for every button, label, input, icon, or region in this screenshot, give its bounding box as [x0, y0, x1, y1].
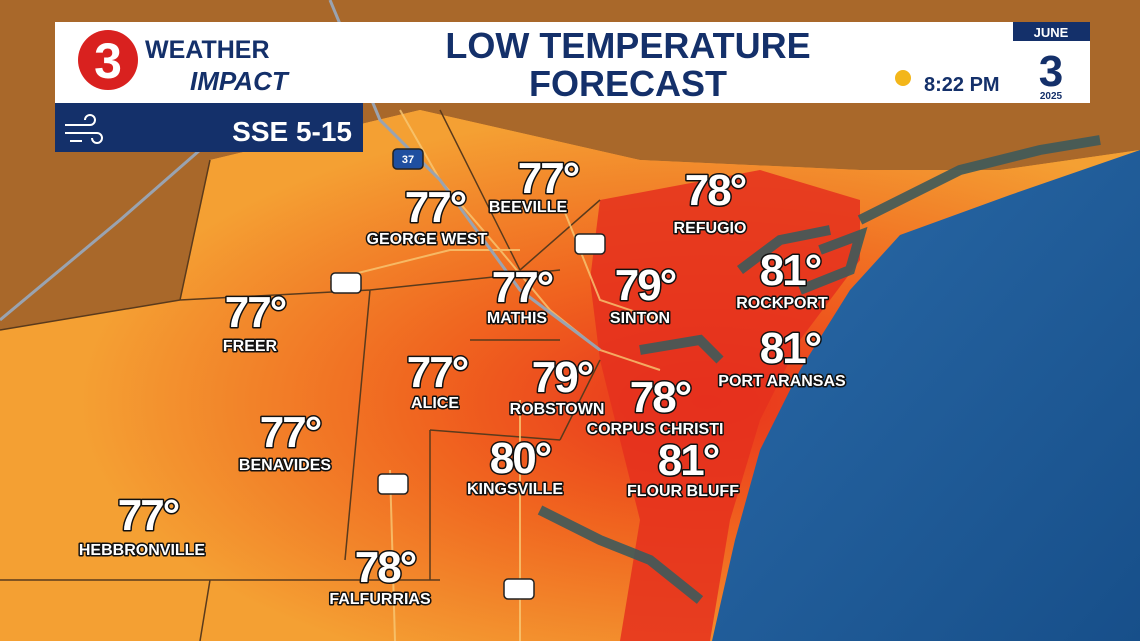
highway-number: 77: [513, 584, 525, 596]
city-temperature: 79°: [615, 261, 676, 310]
city-name: CORPUS CHRISTI: [587, 421, 724, 438]
date-month: JUNE: [1034, 25, 1069, 40]
gulf: [712, 150, 1140, 641]
title-line2: FORECAST: [529, 63, 727, 104]
city-temperature: 77°: [407, 348, 468, 397]
sun-icon: [895, 70, 911, 86]
city-name: PORT ARANSAS: [718, 373, 846, 390]
logo-line2: IMPACT: [190, 66, 290, 96]
city-name: HEBBRONVILLE: [79, 542, 206, 559]
time: 8:22 PM: [924, 74, 1000, 96]
city-name: KINGSVILLE: [467, 481, 563, 498]
highway-shield: [503, 578, 535, 600]
city-name: MATHIS: [487, 310, 547, 327]
city-temperature: 77°: [405, 183, 466, 232]
city-name: BEEVILLE: [489, 199, 568, 216]
city-temperature: 77°: [518, 154, 579, 203]
city-temperature: 77°: [260, 408, 321, 457]
city-temperature: 78°: [685, 166, 746, 215]
header-bar: [55, 22, 1090, 103]
logo-line1: WEATHER: [145, 36, 270, 64]
date-day: 3: [1039, 47, 1063, 96]
city-temperature: 77°: [118, 491, 179, 540]
city-name: ROBSTOWN: [510, 401, 605, 418]
city-name: FREER: [223, 338, 278, 355]
city-name: ALICE: [411, 395, 459, 412]
city-temperature: 77°: [225, 288, 286, 337]
date-year: 2025: [1040, 91, 1063, 102]
wind-text: SSE 5-15: [232, 116, 352, 147]
city-temperature: 78°: [355, 543, 416, 592]
city-name: BENAVIDES: [239, 457, 331, 474]
city-temperature: 79°: [532, 353, 593, 402]
highway-shield: [392, 148, 424, 170]
city-name: SINTON: [610, 310, 670, 327]
city-temperature: 80°: [490, 434, 551, 483]
highway-number: 59: [340, 278, 352, 290]
highway-number: 37: [402, 154, 414, 166]
highway-shield: [377, 473, 409, 495]
city-temperature: 81°: [760, 324, 821, 373]
logo-circle: [78, 30, 138, 90]
highway-number: 281: [384, 479, 402, 491]
month-box: [1013, 22, 1090, 41]
title-line1: LOW TEMPERATURE: [445, 25, 810, 66]
highway-number: 181: [581, 239, 599, 251]
city-name: FLOUR BLUFF: [627, 483, 739, 500]
city-name: ROCKPORT: [736, 295, 828, 312]
city-name: FALFURRIAS: [329, 591, 431, 608]
city-name: GEORGE WEST: [367, 231, 488, 248]
highway-shield: [574, 233, 606, 255]
highway-shield: [330, 272, 362, 294]
city-temperature: 78°: [630, 373, 691, 422]
bays: [537, 135, 1101, 604]
wind-icon: [65, 114, 103, 144]
roads: [329, 109, 661, 641]
warm-coast: [590, 170, 860, 641]
logo-number: 3: [94, 33, 122, 89]
wind-bar: [55, 103, 363, 152]
city-temperature: 81°: [760, 246, 821, 295]
city-temperature: 77°: [492, 263, 553, 312]
county-lines: [0, 109, 601, 641]
city-name: REFUGIO: [674, 220, 747, 237]
city-temperature: 81°: [658, 436, 719, 485]
